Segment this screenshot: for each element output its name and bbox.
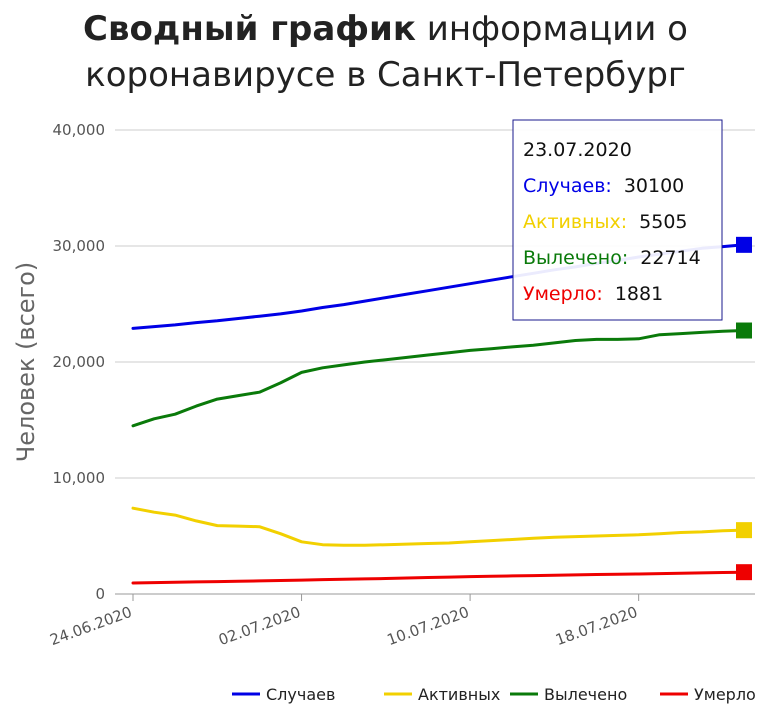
y-axis-ticks: 0 10,000 20,000 30,000 40,000 — [53, 121, 106, 603]
y-tick-label: 40,000 — [53, 121, 106, 139]
tooltip-row-label: Умерло: — [523, 283, 603, 305]
tooltip-row: Умерло: 1881 — [523, 283, 663, 305]
y-tick-label: 20,000 — [53, 353, 106, 371]
legend-label: Вылечено — [544, 685, 627, 704]
legend-label: Умерло — [694, 685, 756, 704]
legend: Случаев Активных Вылечено Умерло — [232, 685, 756, 704]
x-tick-label: 24.06.2020 — [48, 603, 135, 649]
series-line-1 — [131, 506, 746, 547]
x-tick-label: 18.07.2020 — [553, 603, 640, 649]
series-end-marker-3 — [736, 564, 752, 581]
tooltip-box — [512, 119, 723, 321]
y-axis-label: Человек (всего) — [12, 262, 40, 462]
tooltip-row-value: 1881 — [615, 283, 663, 305]
series-end-marker-1 — [736, 522, 752, 539]
series-end-marker-0 — [736, 236, 752, 253]
tooltip-date: 23.07.2020 — [523, 139, 632, 161]
tooltip-row: Активных: 5505 — [523, 211, 688, 233]
chart-title-rest: информации о — [415, 9, 688, 49]
chart-title-line2: коронавирусе в Санкт-Петербург — [85, 55, 686, 95]
tooltip-row: Случаев: 30100 — [523, 175, 684, 197]
chart-title-bold: Сводный график — [83, 9, 416, 49]
tooltip-row-label: Активных: — [523, 211, 627, 233]
tooltip-row-label: Вылечено: — [523, 247, 628, 269]
y-tick-label: 10,000 — [53, 469, 106, 487]
tooltip-row-label: Случаев: — [523, 175, 612, 197]
legend-label: Случаев — [266, 685, 335, 704]
tooltip-row-value: 30100 — [624, 175, 684, 197]
tooltip: 23.07.2020 Случаев: 30100 Активных: 5505 Выле… — [512, 119, 723, 321]
y-tick-label: 30,000 — [53, 237, 106, 255]
x-axis: 24.06.2020 02.07.2020 10.07.2020 18.07.2020 — [48, 594, 640, 649]
tooltip-row: Вылечено: 22714 — [523, 247, 701, 269]
y-tick-label: 0 — [95, 585, 105, 603]
series-line-3 — [131, 570, 746, 585]
series-end-marker-2 — [736, 322, 752, 339]
tooltip-row-value: 22714 — [640, 247, 700, 269]
tooltip-row-value: 5505 — [639, 211, 687, 233]
legend-label: Активных — [418, 685, 500, 704]
x-tick-label: 02.07.2020 — [216, 603, 303, 649]
chart-title: Сводный график информации о коронавирусе… — [0, 6, 771, 98]
x-tick-label: 10.07.2020 — [385, 603, 472, 649]
series-end-markers — [736, 236, 752, 581]
series-line-2 — [131, 329, 746, 428]
